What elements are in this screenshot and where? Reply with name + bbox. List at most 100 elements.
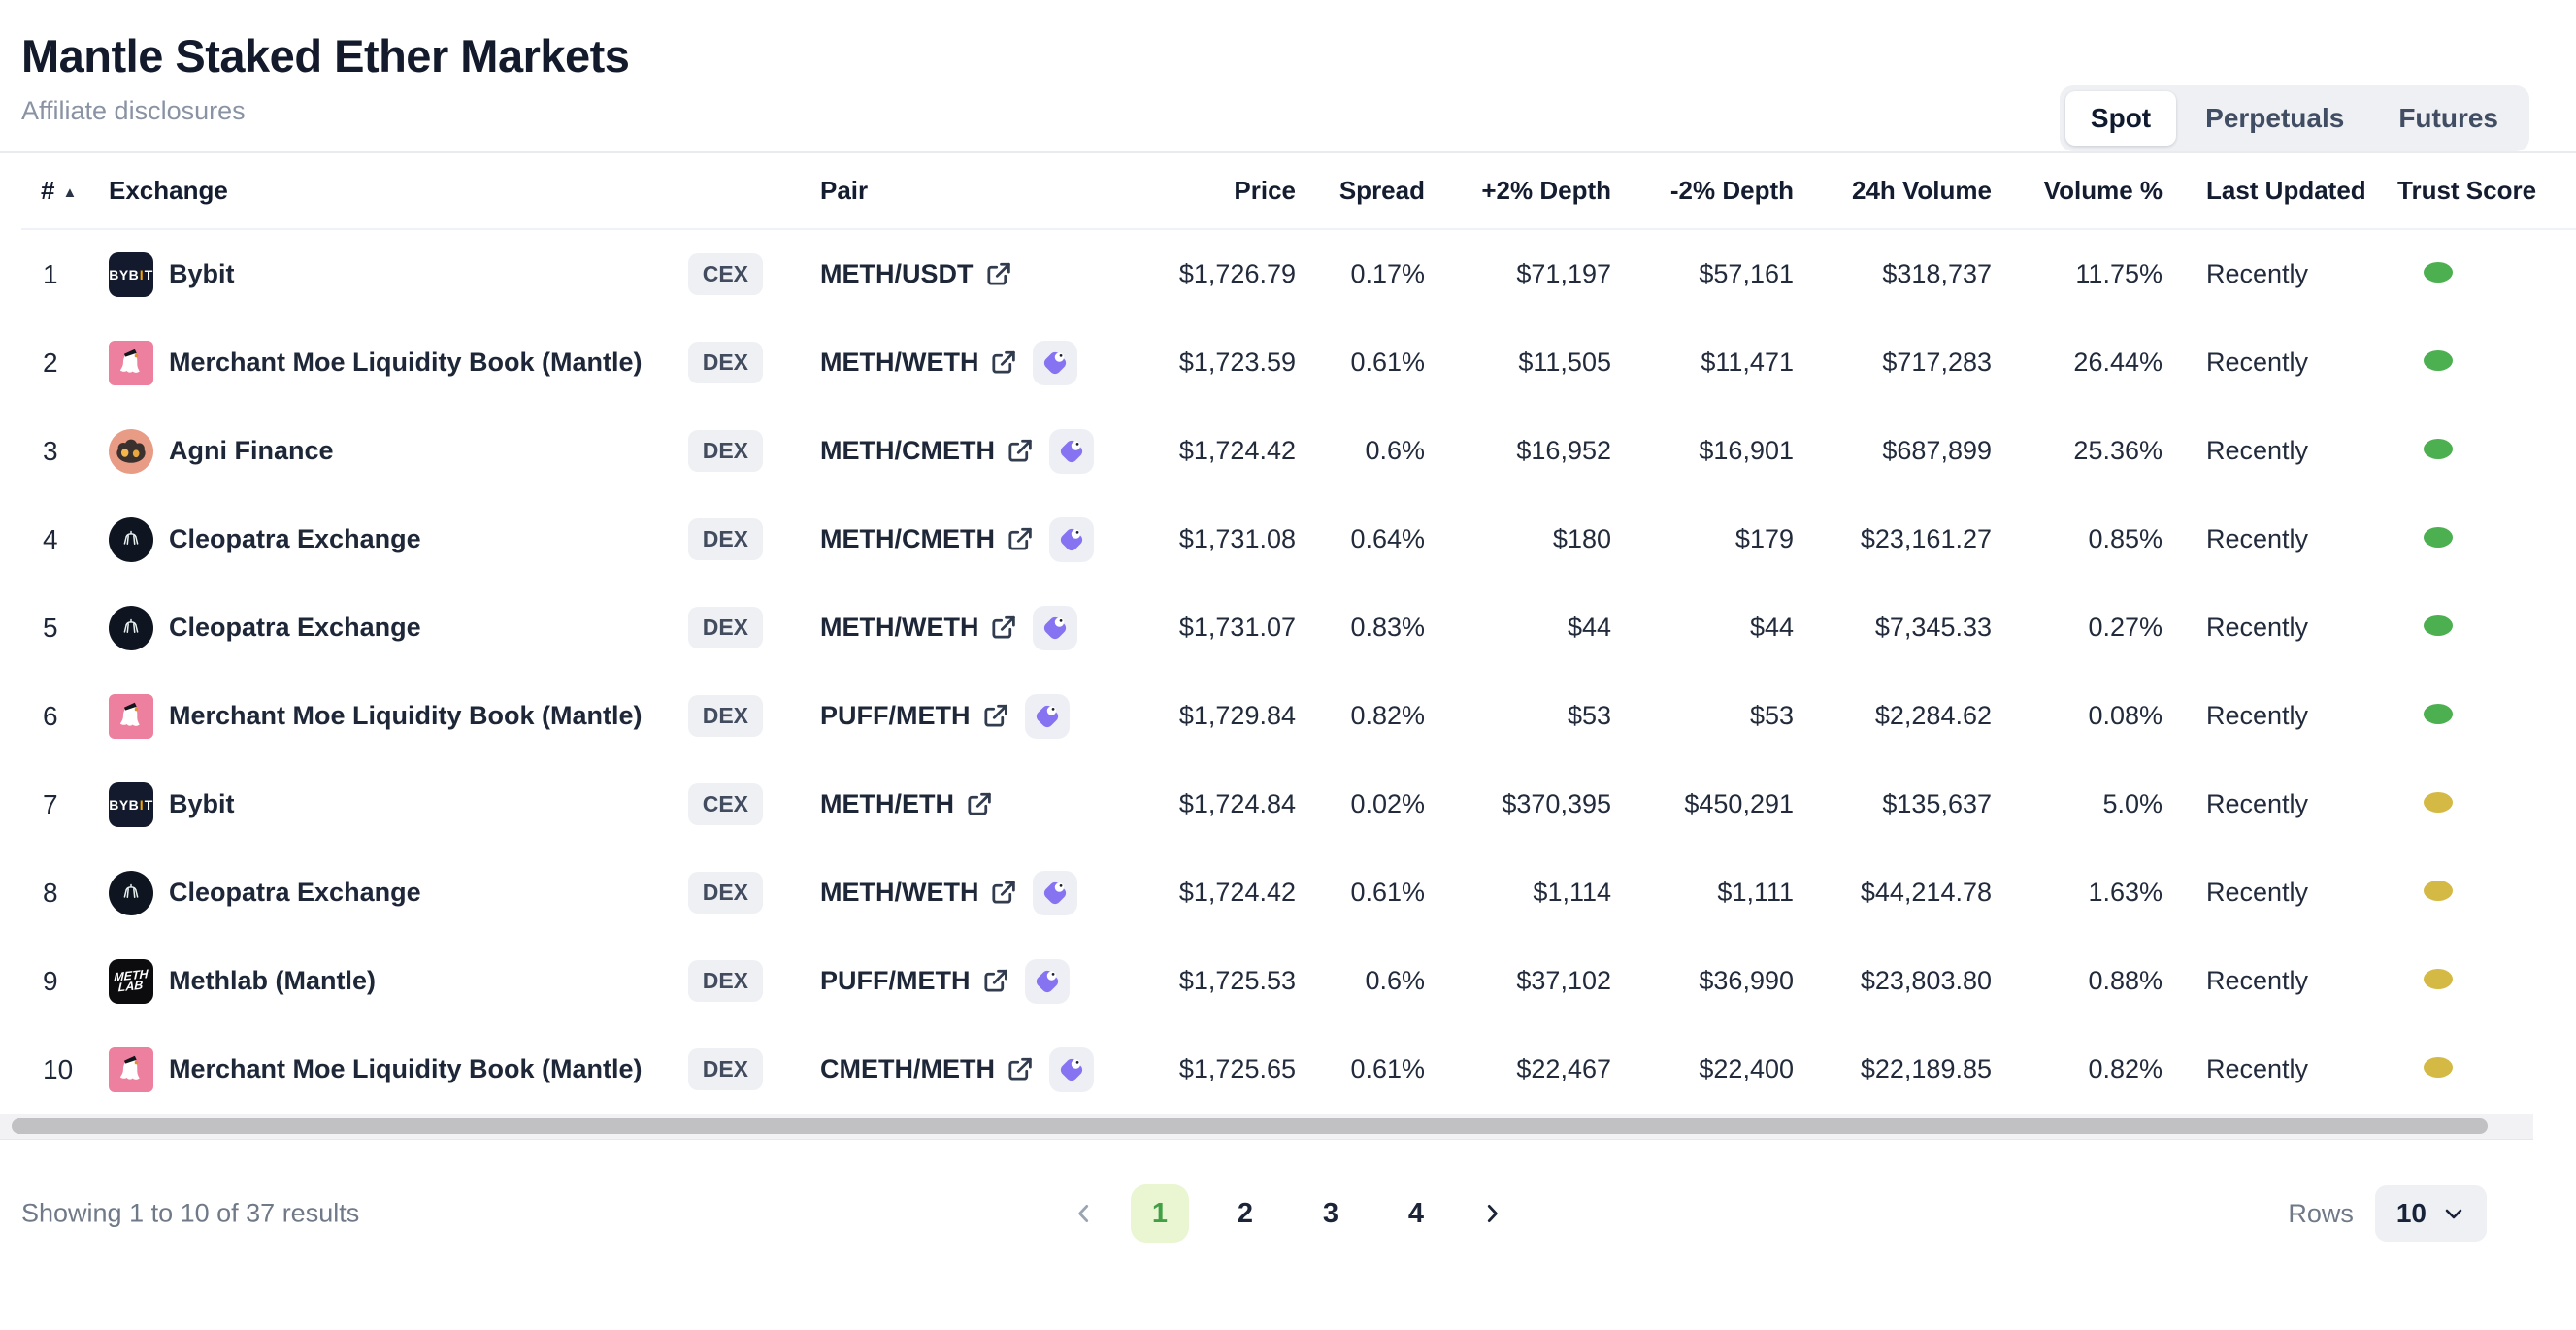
geckoterminal-icon[interactable] [1033, 870, 1078, 915]
geckoterminal-icon[interactable] [1048, 428, 1094, 474]
depth-minus-cell: $16,901 [1699, 436, 1794, 465]
rank-cell: 1 [43, 258, 58, 289]
column-header-depth-plus[interactable]: +2% Depth [1481, 176, 1611, 205]
exchange-name[interactable]: Bybit [169, 789, 235, 818]
markets-table-viewport: # ▲ Exchange Pair Price Spread +2% Depth … [0, 153, 2576, 1114]
rank-cell: 10 [43, 1053, 74, 1084]
exchange-type-badge: DEX [687, 872, 763, 914]
volume-pct-cell: 11.75% [2075, 259, 2163, 288]
horizontal-scrollbar-thumb[interactable] [12, 1118, 2488, 1134]
pair-link[interactable]: METH/WETH [820, 613, 1017, 643]
exchange-name[interactable]: Cleopatra Exchange [169, 613, 421, 642]
pair-link[interactable]: METH/WETH [820, 348, 1017, 378]
pair-link[interactable]: PUFF/METH [820, 966, 1009, 996]
affiliate-disclosures-link[interactable]: Affiliate disclosures [21, 96, 246, 125]
agni-finance-icon [109, 428, 153, 474]
trust-score-cell [2368, 526, 2576, 552]
geckoterminal-icon[interactable] [1033, 340, 1078, 385]
pair-link[interactable]: CMETH/METH [820, 1054, 1034, 1084]
column-header-spread[interactable]: Spread [1338, 176, 1425, 205]
pair-link[interactable]: METH/WETH [820, 878, 1017, 908]
column-header-volume-pct[interactable]: Volume % [2043, 176, 2163, 205]
tab-futures[interactable]: Futures [2373, 91, 2524, 146]
depth-minus-cell: $11,471 [1701, 348, 1794, 377]
header-divider [0, 151, 2576, 153]
trust-score-dot [2424, 438, 2453, 459]
volume-pct-cell: 0.88% [2088, 966, 2163, 995]
horizontal-scrollbar-track [0, 1114, 2533, 1140]
table-header-row: # ▲ Exchange Pair Price Spread +2% Depth … [21, 153, 2576, 230]
pair-link[interactable]: PUFF/METH [820, 701, 1009, 731]
geckoterminal-icon[interactable] [1048, 516, 1094, 562]
exchange-name[interactable]: Methlab (Mantle) [169, 966, 376, 995]
column-header-exchange[interactable]: Exchange [109, 176, 228, 205]
last-updated-cell: Recently [2206, 524, 2309, 553]
page-button-3[interactable]: 3 [1302, 1184, 1360, 1243]
exchange-name[interactable]: Cleopatra Exchange [169, 878, 421, 907]
volume-pct-cell: 5.0% [2102, 789, 2163, 818]
next-page-button[interactable] [1463, 1184, 1521, 1243]
column-header-volume[interactable]: 24h Volume [1851, 176, 1992, 205]
geckoterminal-icon[interactable] [1024, 958, 1070, 1004]
price-cell: $1,724.42 [1178, 878, 1296, 907]
exchange-name[interactable]: Bybit [169, 259, 235, 288]
trust-score-dot [2424, 880, 2453, 901]
cleopatra-exchange-icon [123, 618, 139, 633]
depth-minus-cell: $179 [1734, 524, 1794, 553]
column-header-rank[interactable]: # ▲ [41, 176, 78, 205]
page-button-4[interactable]: 4 [1387, 1184, 1445, 1243]
exchange-type-badge: DEX [687, 607, 763, 648]
price-cell: $1,725.65 [1178, 1054, 1296, 1083]
column-header-depth-minus[interactable]: -2% Depth [1669, 176, 1794, 205]
exchange-name[interactable]: Merchant Moe Liquidity Book (Mantle) [169, 1054, 643, 1083]
column-header-price[interactable]: Price [1234, 176, 1296, 205]
exchange-name[interactable]: Merchant Moe Liquidity Book (Mantle) [169, 348, 643, 377]
geckoterminal-icon[interactable] [1033, 605, 1078, 650]
pair-link[interactable]: METH/CMETH [820, 524, 1034, 554]
pair-cell: PUFF/METH [776, 693, 1126, 739]
volume-24h-cell: $7,345.33 [1874, 613, 1992, 642]
prev-page-button[interactable] [1055, 1184, 1113, 1243]
tab-perpetuals[interactable]: Perpetuals [2180, 91, 2369, 146]
column-header-trust-score[interactable]: Trust Score [2397, 176, 2537, 205]
exchange-name[interactable]: Cleopatra Exchange [169, 524, 421, 553]
exchange-type-badge: DEX [687, 1048, 763, 1090]
page-button-2[interactable]: 2 [1216, 1184, 1274, 1243]
exchange-type-badge: DEX [687, 960, 763, 1002]
pair-link[interactable]: METH/CMETH [820, 436, 1034, 466]
rows-per-page-select[interactable]: 10 [2374, 1185, 2487, 1242]
pair-link[interactable]: METH/USDT [820, 259, 1012, 289]
exchange-name[interactable]: Agni Finance [169, 436, 334, 465]
tab-spot[interactable]: Spot [2064, 91, 2177, 146]
geckoterminal-icon[interactable] [1024, 693, 1070, 739]
rows-per-page-control: Rows 10 [2288, 1185, 2487, 1242]
column-header-pair[interactable]: Pair [820, 176, 869, 205]
volume-pct-cell: 26.44% [2073, 348, 2163, 377]
spread-cell: 0.6% [1365, 966, 1425, 995]
page-button-1[interactable]: 1 [1131, 1184, 1189, 1243]
column-header-last-updated[interactable]: Last Updated [2206, 176, 2366, 205]
volume-24h-cell: $23,803.80 [1860, 966, 1992, 995]
pair-link[interactable]: METH/ETH [820, 789, 993, 819]
gecko-glyph [1036, 705, 1058, 727]
exchange-name[interactable]: Merchant Moe Liquidity Book (Mantle) [169, 701, 643, 730]
depth-minus-cell: $57,161 [1699, 259, 1794, 288]
geckoterminal-icon[interactable] [1048, 1047, 1094, 1092]
